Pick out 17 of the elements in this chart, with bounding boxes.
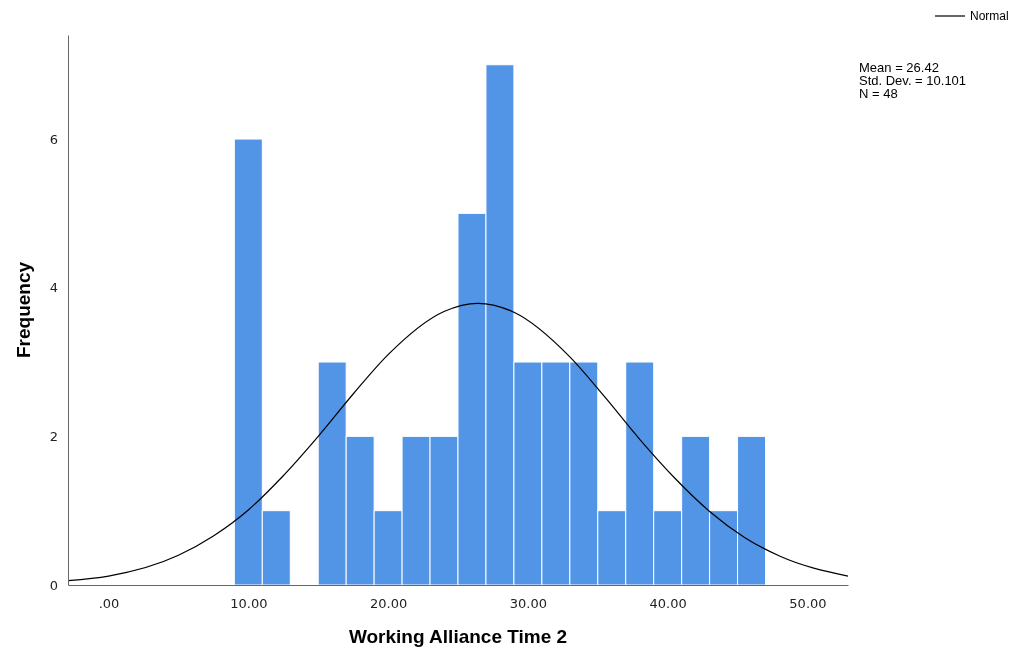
text: Std. Dev. = 10.101: [859, 73, 967, 88]
text: N = 48: [859, 86, 898, 101]
text: Mean = 26.42: [859, 60, 939, 75]
x-tick-label: 50.00: [789, 596, 827, 612]
x-axis-title: Working Alliance Time 2: [348, 626, 568, 647]
legend-label: Normal: [970, 9, 1009, 23]
y-tick-label: 4: [49, 280, 58, 296]
x-tick-label: 30.00: [509, 596, 547, 612]
y-tick-label: 0: [49, 577, 58, 593]
x-tick-label: 20.00: [370, 596, 408, 612]
x-tick-label: 40.00: [649, 596, 687, 612]
x-tick-label: 10.00: [230, 596, 268, 612]
y-tick-label: 2: [49, 429, 58, 445]
x-tick-label: .00: [98, 596, 120, 612]
line-series: [67, 302, 849, 582]
y-tick-label: 6: [49, 131, 58, 147]
y-axis-title: Frequency: [13, 261, 34, 359]
